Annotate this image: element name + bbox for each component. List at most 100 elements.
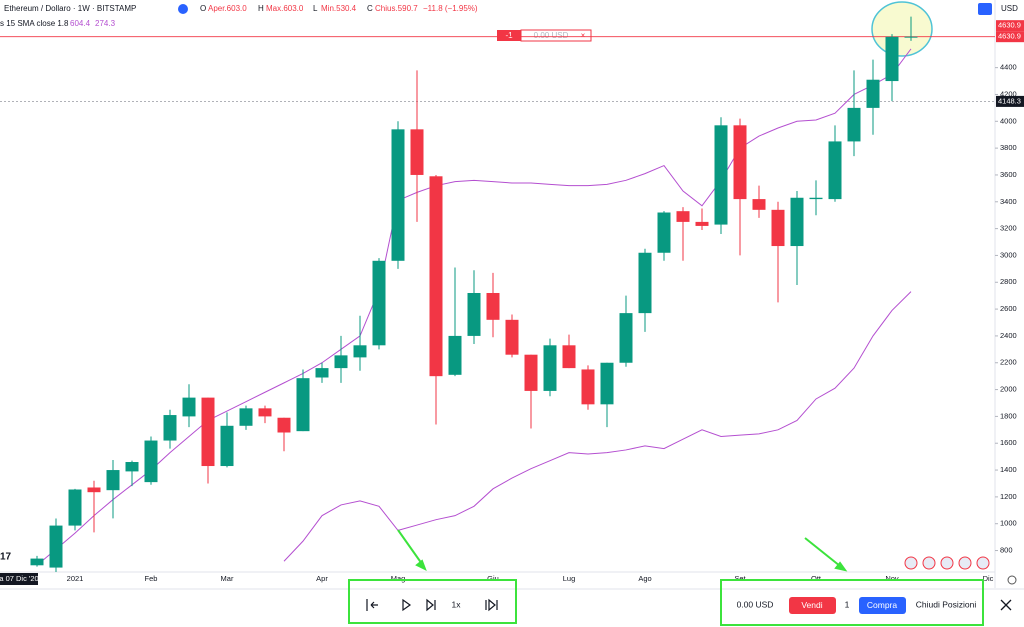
sell-label: Vendi (801, 600, 822, 610)
y-tick-label: 1800 (1000, 411, 1017, 420)
candle-body (315, 368, 329, 378)
candle-body (277, 417, 291, 433)
y-tick-label: 2000 (1000, 385, 1017, 394)
candle-body (296, 378, 310, 432)
candle-body (467, 292, 481, 336)
candle-body (866, 79, 880, 108)
price-marker: 4630.9 (998, 21, 1021, 30)
x-tick-label: Lug (563, 574, 576, 583)
candle-body (144, 440, 158, 483)
x-tick-label: Dic (983, 574, 994, 583)
indicator-name: s 15 SMA close 1.8 (0, 19, 69, 28)
close-positions[interactable]: Chiudi Posizioni (916, 599, 977, 609)
close-icon[interactable] (1000, 599, 1012, 611)
candle-body (410, 129, 424, 175)
candle-body (391, 129, 405, 261)
candle-body (714, 125, 728, 225)
candle-body (87, 487, 101, 493)
symbol-title: Ethereum / Dollaro · 1W · BITSTAMP (4, 4, 136, 13)
candle-body (182, 397, 196, 417)
order-quantity: -1 (505, 31, 513, 40)
candle-body (524, 354, 538, 391)
y-tick-label: 1200 (1000, 492, 1017, 501)
x-tick-label: 2021 (67, 574, 84, 583)
candle-body (448, 335, 462, 375)
indicator-value: 604.4 (70, 19, 91, 28)
x-tick-label: Mar (221, 574, 234, 583)
candle-body (619, 313, 633, 363)
ohlc-open: Aper.603.0 (208, 4, 247, 13)
currency-label: USD (1001, 4, 1018, 13)
candle-body (885, 36, 899, 82)
candle-body (562, 345, 576, 369)
candle-body (239, 408, 253, 426)
sma-line (283, 291, 912, 562)
buy-button[interactable] (859, 597, 906, 614)
order-cancel[interactable]: × (581, 31, 586, 40)
x-tick-label: Giu (487, 574, 499, 583)
candle-body (809, 197, 823, 200)
candle-body (372, 260, 386, 346)
ohlc-o: O (200, 4, 206, 13)
candle-body (600, 362, 614, 405)
order-pnl: 0.00 USD (534, 31, 569, 40)
candle-body (429, 176, 443, 377)
x-tick-label: Feb (145, 574, 158, 583)
ohlc-h: H (258, 4, 264, 13)
price-marker-box (996, 31, 1024, 43)
plot: 800 1000 1200 1400 1600 1800 2000 2200 2400 2600 2… (0, 16, 1024, 585)
y-tick-label: 1000 (1000, 519, 1017, 528)
ohlc-close: Chius.590.7 (375, 4, 418, 13)
candle-body (201, 397, 215, 467)
order-pnl-box[interactable] (520, 29, 592, 42)
annotation-arrow (397, 529, 848, 572)
ohlc-l: L (313, 4, 318, 13)
candle-body (486, 292, 500, 320)
y-tick-label: 4400 (1000, 63, 1017, 72)
ohlc-high: Max.603.0 (266, 4, 304, 13)
candle-body (695, 221, 709, 226)
candle-body (106, 470, 120, 491)
x-tick-label: Apr (316, 574, 328, 583)
candle-body (904, 36, 918, 38)
y-tick-label: 3400 (1000, 197, 1017, 206)
candle-body (638, 252, 652, 314)
replay-speed[interactable]: 1x (452, 599, 462, 609)
settings-icon[interactable] (1007, 575, 1017, 585)
y-tick-label: 4200 (1000, 89, 1017, 98)
buy-label: Compra (867, 600, 898, 610)
y-tick-label: 2200 (1000, 358, 1017, 367)
y-tick-label: 1600 (1000, 438, 1017, 447)
trade-pnl: 0.00 USD (737, 599, 774, 609)
annotation-box (720, 579, 984, 626)
crosshair-date-box (0, 573, 38, 585)
candle-body (258, 408, 272, 417)
y-tick-label: 2800 (1000, 277, 1017, 286)
y-tick-label: 4000 (1000, 116, 1017, 125)
replay-controls[interactable] (366, 598, 498, 612)
candle-body (68, 489, 82, 526)
toggle-icon[interactable] (978, 3, 992, 15)
visibility-icon[interactable] (178, 4, 188, 14)
candle-body (353, 345, 367, 358)
ohlc-c: C (367, 4, 373, 13)
order-quantity-box[interactable] (497, 30, 521, 41)
candle-body (752, 199, 766, 210)
y-tick-label: 800 (1000, 546, 1013, 555)
candle-body (828, 141, 842, 200)
indicator-value: 274.3 (95, 19, 116, 28)
candle-body (581, 369, 595, 405)
ohlc-change: −11.8 (−1.95%) (423, 4, 478, 13)
y-tick-label: 1400 (1000, 465, 1017, 474)
x-tick-label: Ago (638, 574, 651, 583)
candle-body (505, 319, 519, 355)
highlight-circle (871, 1, 933, 57)
candle-body (657, 212, 671, 253)
y-tick-label: 3800 (1000, 143, 1017, 152)
sell-button[interactable] (789, 597, 836, 614)
crosshair-date: a 07 Dic '20 (0, 574, 39, 583)
price-marker: 4630.9 (998, 32, 1021, 41)
trade-quantity[interactable]: 1 (845, 599, 850, 609)
